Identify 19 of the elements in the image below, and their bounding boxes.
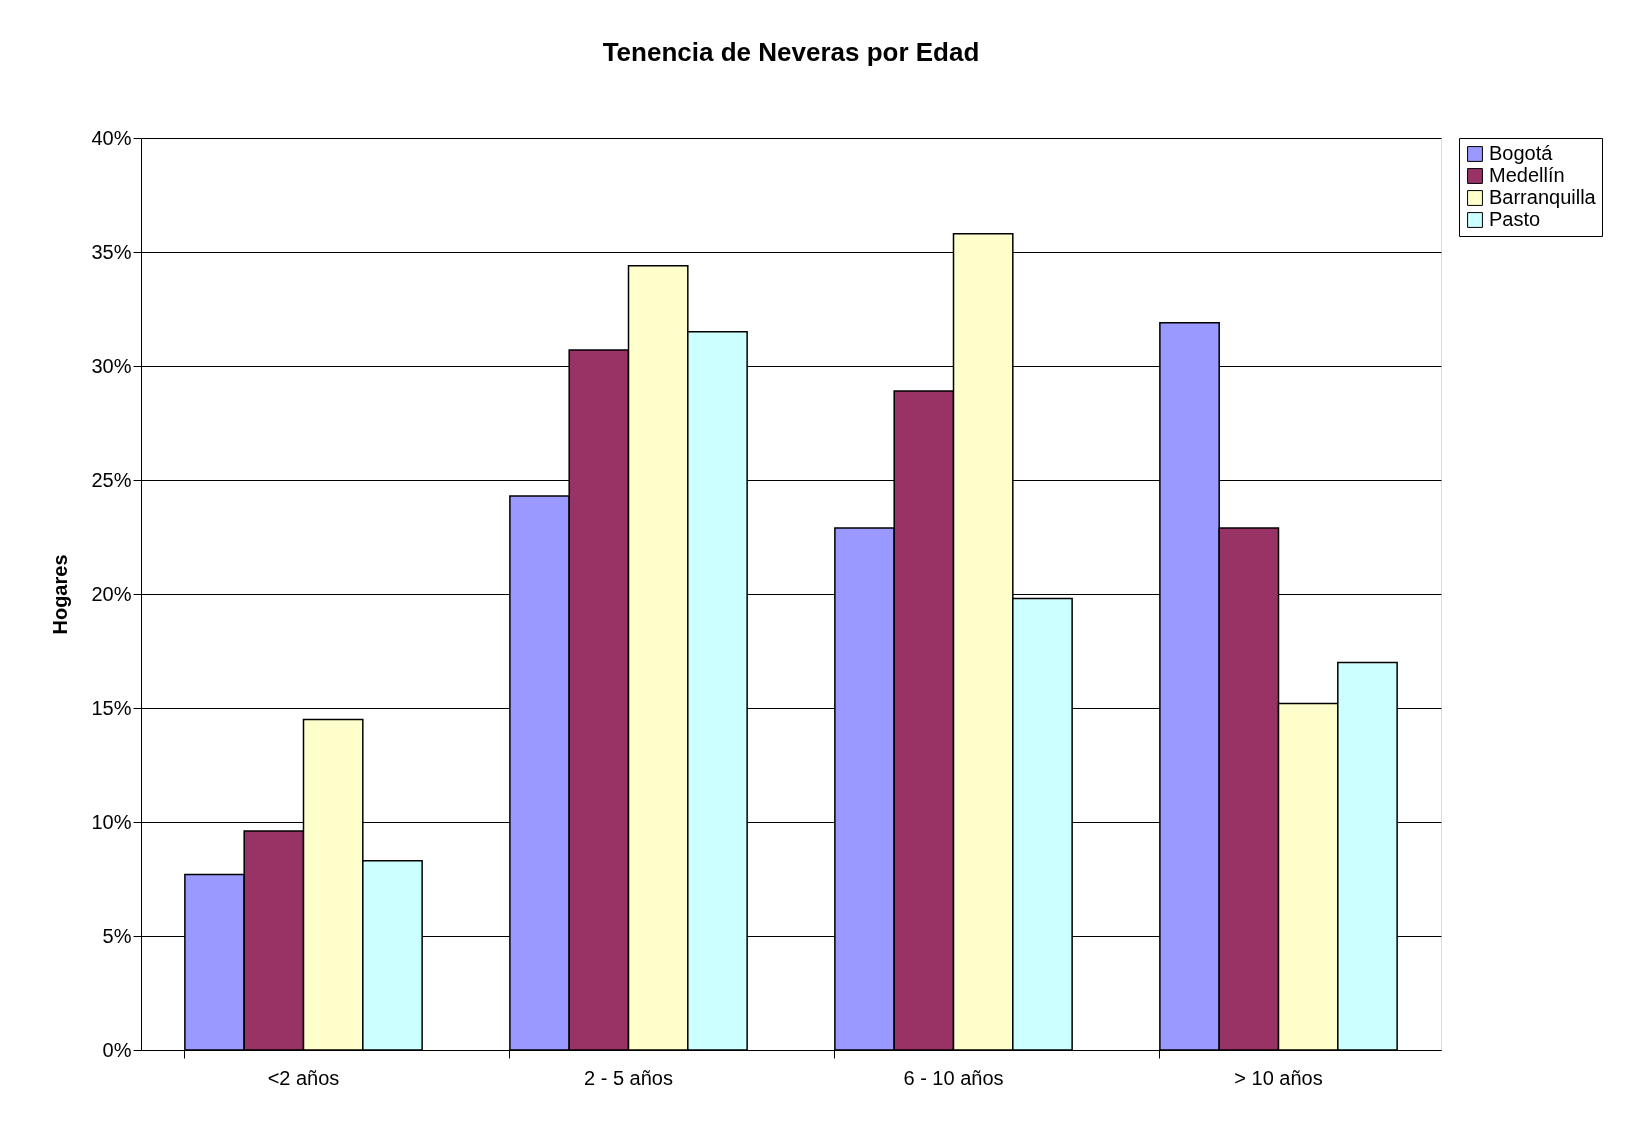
- y-tick-label: 30%: [91, 354, 132, 377]
- x-tick-label: 6 - 10 años: [903, 1066, 1004, 1089]
- y-tick-label: 10%: [91, 810, 132, 833]
- legend-label: Barranquilla: [1489, 186, 1597, 208]
- x-tick-label: 2 - 5 años: [584, 1066, 673, 1089]
- y-tick-label: 15%: [91, 696, 132, 719]
- legend-label: Medellín: [1489, 164, 1565, 186]
- legend-label: Pasto: [1489, 208, 1541, 230]
- x-tick-label: > 10 años: [1234, 1066, 1323, 1089]
- y-axis-title: Hogares: [49, 554, 72, 635]
- y-tick-label: 20%: [91, 582, 132, 605]
- legend-label: Bogotá: [1489, 142, 1554, 164]
- y-tick-label: 5%: [102, 924, 132, 947]
- y-tick-label: 40%: [91, 126, 132, 149]
- y-tick-label: 25%: [91, 468, 132, 491]
- y-tick-label: 35%: [91, 240, 132, 263]
- chart-title: Tenencia de Neveras por Edad: [602, 37, 980, 67]
- y-tick-label: 0%: [102, 1038, 132, 1061]
- x-tick-label: <2 años: [267, 1066, 340, 1089]
